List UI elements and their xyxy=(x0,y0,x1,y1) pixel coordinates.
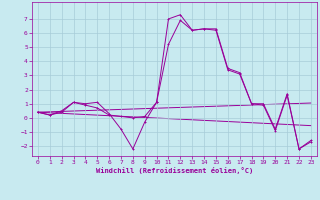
X-axis label: Windchill (Refroidissement éolien,°C): Windchill (Refroidissement éolien,°C) xyxy=(96,167,253,174)
